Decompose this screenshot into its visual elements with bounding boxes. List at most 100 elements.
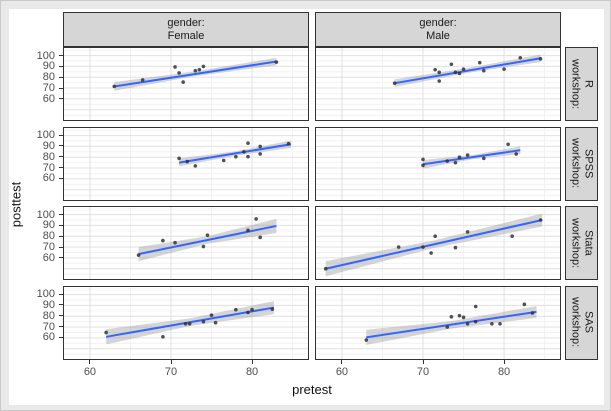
- data-point: [465, 321, 470, 326]
- panel-spss-female: [63, 126, 309, 201]
- regression-line: [138, 224, 277, 256]
- panel-plot-area: [316, 127, 560, 200]
- data-point: [221, 158, 226, 162]
- data-point: [538, 57, 543, 61]
- data-point: [461, 67, 466, 71]
- data-point: [490, 321, 494, 326]
- panel-r-male: [315, 47, 561, 121]
- y-tick-mark: [58, 257, 63, 259]
- facet-row-strip-r: workshop: R: [565, 47, 598, 121]
- data-point: [161, 238, 165, 243]
- data-point: [197, 67, 202, 72]
- data-point: [201, 319, 206, 323]
- y-tick-mark: [58, 87, 63, 89]
- data-point: [530, 310, 535, 315]
- y-tick-mark: [58, 98, 63, 100]
- y-tick-label: 100: [36, 208, 55, 221]
- panel-sas-female: [63, 285, 309, 360]
- y-tick-label: 100: [36, 288, 55, 301]
- y-tick-label: 70: [42, 82, 55, 95]
- y-tick-mark: [58, 336, 63, 338]
- data-point: [465, 152, 470, 157]
- data-point: [274, 60, 279, 64]
- data-point: [457, 71, 462, 76]
- data-point: [457, 154, 462, 159]
- data-point: [514, 151, 519, 156]
- data-point: [453, 70, 458, 75]
- data-point: [201, 64, 206, 69]
- facet-row-strip-stata: workshop: Stata: [565, 206, 598, 280]
- data-point: [473, 304, 478, 308]
- data-point: [246, 228, 250, 233]
- data-point: [173, 240, 177, 245]
- x-tick-mark: [170, 360, 172, 364]
- x-tick-mark: [503, 360, 505, 364]
- data-point: [421, 163, 425, 167]
- data-point: [193, 68, 198, 73]
- data-point: [449, 314, 454, 319]
- y-tick-mark: [58, 145, 63, 147]
- data-point: [364, 337, 369, 342]
- data-point: [538, 218, 543, 222]
- data-point: [522, 302, 527, 306]
- data-point: [396, 245, 401, 249]
- data-point: [201, 244, 206, 249]
- y-tick-label: 100: [36, 49, 55, 62]
- data-point: [270, 306, 275, 311]
- data-point: [246, 154, 250, 158]
- data-point: [185, 159, 190, 163]
- data-point: [429, 251, 433, 255]
- facet-col-strip-female: gender: Female: [63, 12, 309, 47]
- y-tick-label: 70: [42, 320, 55, 333]
- data-point: [461, 315, 466, 319]
- y-tick-mark: [58, 293, 63, 295]
- panel-plot-area: [316, 48, 560, 120]
- y-tick-mark: [58, 235, 63, 237]
- data-point: [286, 141, 291, 145]
- data-point: [453, 245, 458, 250]
- y-tick-mark: [58, 246, 63, 248]
- x-tick-label: 80: [497, 365, 511, 378]
- data-point: [433, 67, 437, 72]
- regression-line: [178, 142, 292, 164]
- y-tick-mark: [58, 167, 63, 169]
- x-tick-label: 60: [335, 365, 349, 378]
- data-point: [183, 321, 188, 326]
- data-point: [421, 157, 425, 161]
- y-tick-label: 90: [42, 219, 55, 232]
- facet-row-strip-sas: workshop: SAS: [565, 285, 598, 360]
- y-tick-mark: [58, 55, 63, 57]
- x-tick-mark: [251, 360, 253, 364]
- facet-row-strip-label: workshop: SAS: [569, 297, 595, 348]
- y-tick-label: 100: [36, 129, 55, 142]
- y-tick-mark: [58, 177, 63, 179]
- facet-row-strip-spss: workshop: SPSS: [565, 126, 598, 201]
- data-point: [473, 319, 478, 323]
- panel-plot-area: [64, 127, 308, 200]
- data-point: [502, 67, 506, 71]
- data-point: [392, 81, 397, 85]
- facet-col-strip-male: gender: Male: [315, 12, 561, 47]
- data-point: [258, 144, 262, 148]
- panel-sas-male: [315, 285, 561, 360]
- y-tick-label: 80: [42, 150, 55, 163]
- panel-plot-area: [316, 286, 560, 359]
- data-point: [421, 245, 425, 249]
- y-tick-mark: [58, 65, 63, 67]
- regression-line: [394, 57, 541, 85]
- y-tick-mark: [58, 134, 63, 136]
- data-point: [506, 141, 510, 146]
- y-tick-label: 60: [42, 331, 55, 344]
- regression-line: [114, 60, 277, 88]
- data-point: [136, 253, 141, 257]
- y-tick-label: 70: [42, 241, 55, 254]
- y-tick-mark: [58, 76, 63, 78]
- y-tick-label: 90: [42, 60, 55, 73]
- data-point: [173, 65, 177, 69]
- data-point: [254, 217, 258, 221]
- y-tick-label: 80: [42, 71, 55, 84]
- data-point: [250, 307, 254, 312]
- data-point: [482, 156, 486, 160]
- data-point: [104, 330, 108, 334]
- data-point: [477, 60, 482, 65]
